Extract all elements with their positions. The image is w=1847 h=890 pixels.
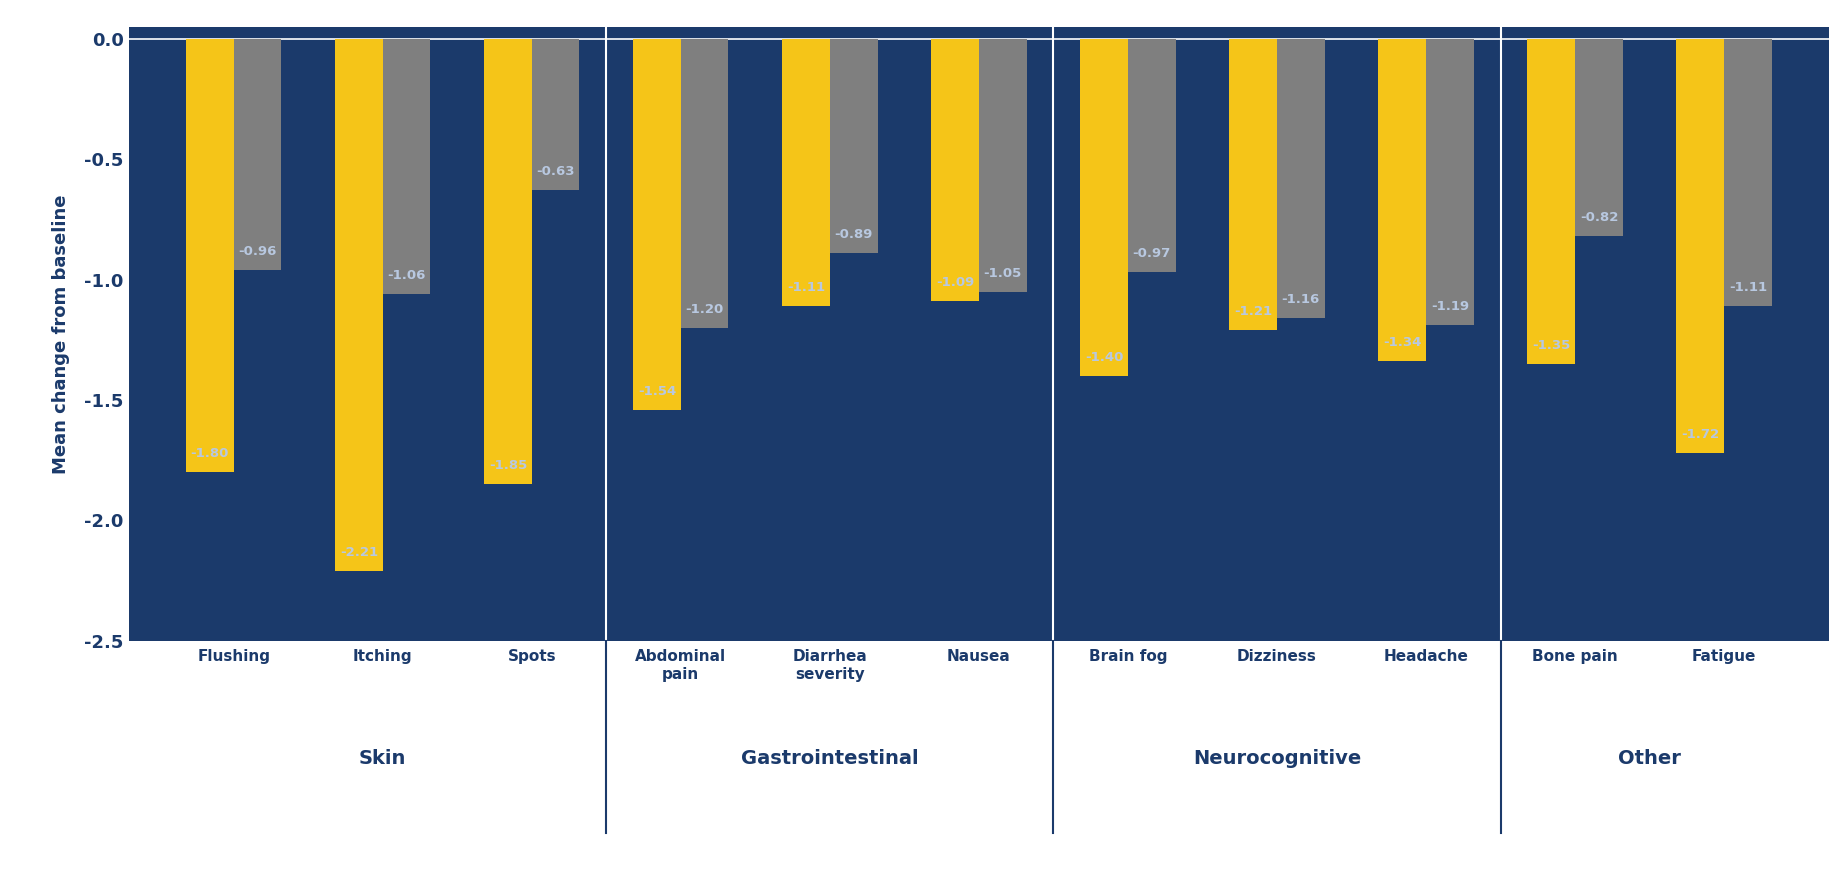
Bar [1378, 39, 1426, 361]
Bar [1129, 39, 1177, 272]
Text: -1.54: -1.54 [637, 384, 676, 398]
Bar [682, 39, 728, 328]
Text: Neurocognitive: Neurocognitive [1193, 749, 1361, 768]
Text: -1.21: -1.21 [1234, 305, 1273, 318]
Text: Gastrointestinal: Gastrointestinal [741, 749, 918, 768]
Bar [931, 39, 979, 301]
Bar [484, 39, 532, 484]
Text: -1.11: -1.11 [787, 281, 826, 294]
Bar [382, 39, 430, 294]
Bar [979, 39, 1027, 292]
Y-axis label: Mean change from baseline: Mean change from baseline [52, 194, 70, 473]
Bar [634, 39, 682, 409]
Text: Skin: Skin [358, 749, 406, 768]
Bar [1080, 39, 1129, 376]
Bar [334, 39, 382, 571]
Bar [1426, 39, 1474, 326]
Text: -1.11: -1.11 [1729, 281, 1768, 294]
Text: -1.20: -1.20 [685, 303, 724, 316]
Text: -0.89: -0.89 [835, 228, 874, 241]
Bar [1527, 39, 1575, 364]
Text: -2.21: -2.21 [340, 546, 379, 559]
Bar [187, 39, 233, 473]
Bar [829, 39, 877, 253]
Bar [1725, 39, 1771, 306]
Bar [1276, 39, 1324, 318]
Text: -1.05: -1.05 [984, 267, 1021, 279]
Text: Other: Other [1618, 749, 1681, 768]
Text: -1.34: -1.34 [1383, 336, 1422, 350]
Bar [1677, 39, 1725, 453]
Text: -1.16: -1.16 [1282, 293, 1321, 306]
Text: -1.85: -1.85 [489, 459, 526, 473]
Bar [781, 39, 829, 306]
Bar [1575, 39, 1624, 236]
Text: -0.96: -0.96 [238, 245, 277, 258]
Text: -0.63: -0.63 [536, 166, 574, 178]
Text: -0.82: -0.82 [1579, 211, 1618, 224]
Bar [532, 39, 580, 190]
Text: -1.19: -1.19 [1431, 300, 1468, 313]
Text: -1.72: -1.72 [1681, 428, 1720, 441]
Text: -1.40: -1.40 [1084, 351, 1123, 364]
Text: -1.35: -1.35 [1533, 339, 1570, 352]
Text: -0.97: -0.97 [1132, 247, 1171, 260]
Text: -1.06: -1.06 [388, 269, 425, 282]
Text: -1.80: -1.80 [190, 447, 229, 460]
Bar [1230, 39, 1276, 330]
Text: -1.09: -1.09 [936, 276, 973, 289]
Bar [233, 39, 281, 270]
